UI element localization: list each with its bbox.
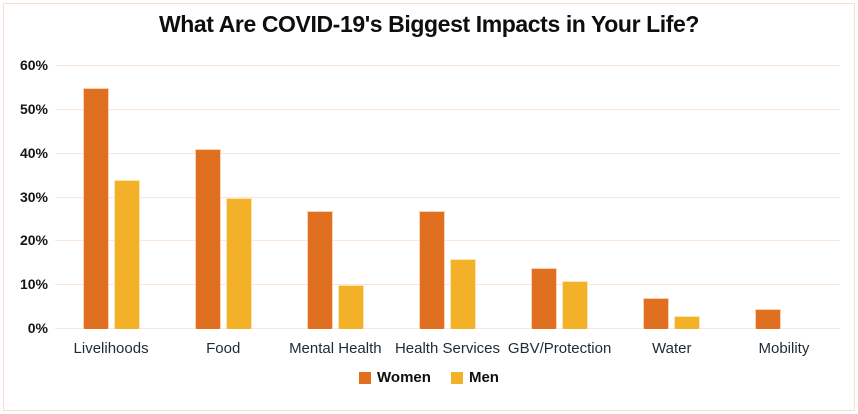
bar-group-mobility: Mobility xyxy=(728,66,840,357)
bar-women-water xyxy=(643,298,670,329)
y-tick-label: 10% xyxy=(19,276,48,293)
y-tick-label: 30% xyxy=(19,188,48,205)
category-label: Mobility xyxy=(758,340,810,357)
plot-area: Livelihoods Food Mental Health Health Servi… xyxy=(55,65,840,357)
y-axis-tick-labels: 0% 10% 20% 30% 40% 50% 60% xyxy=(8,58,48,335)
bar-women-food xyxy=(194,149,221,329)
legend: Women Men xyxy=(0,369,858,386)
bar-women-livelihoods xyxy=(82,87,109,329)
bar-men-health-services xyxy=(449,258,476,329)
bar-men-gbv-protection xyxy=(562,280,589,329)
gridline-0 xyxy=(55,328,840,329)
legend-label: Women xyxy=(377,369,431,386)
bar-men-water xyxy=(674,315,701,329)
y-tick-label: 60% xyxy=(19,57,48,73)
bar-women-gbv-protection xyxy=(531,267,558,329)
y-tick-label: 50% xyxy=(19,100,48,117)
y-tick-label: 20% xyxy=(19,232,48,249)
gridline-60 xyxy=(55,65,840,66)
bar-group-food: Food xyxy=(167,66,279,357)
y-tick-label: 0% xyxy=(27,320,48,336)
gridline-20 xyxy=(55,240,840,242)
bar-women-health-services xyxy=(418,210,445,329)
bar-group-health-services: Health Services xyxy=(391,66,503,357)
category-label: Livelihoods xyxy=(73,340,149,357)
chart-title: What Are COVID-19's Biggest Impacts in Y… xyxy=(158,11,700,37)
legend-swatch-men xyxy=(450,371,463,384)
category-label: Mental Health xyxy=(289,340,382,357)
bar-group-livelihoods: Livelihoods xyxy=(55,66,167,357)
bar-men-livelihoods xyxy=(113,179,140,329)
legend-label: Men xyxy=(468,369,499,386)
bar-groups: Livelihoods Food Mental Health Health Servi… xyxy=(55,66,840,357)
bar-men-mental-health xyxy=(337,285,364,329)
legend-item-women: Women xyxy=(359,369,431,386)
gridline-50 xyxy=(55,108,840,110)
category-label: Health Services xyxy=(394,340,501,357)
gridline-40 xyxy=(55,152,840,154)
category-label: Food xyxy=(206,340,241,357)
category-label: GBV/Protection xyxy=(507,340,612,357)
bar-group-gbv-protection: GBV/Protection xyxy=(504,66,616,357)
category-label: Water xyxy=(652,340,692,357)
bar-women-mental-health xyxy=(306,210,333,329)
gridline-10 xyxy=(55,284,840,286)
bar-group-water: Water xyxy=(616,66,728,357)
bar-men-food xyxy=(225,197,252,329)
bar-women-mobility xyxy=(755,309,782,329)
bar-group-mental-health: Mental Health xyxy=(279,66,391,357)
legend-item-men: Men xyxy=(450,369,499,386)
y-tick-label: 40% xyxy=(19,144,48,161)
legend-swatch-women xyxy=(359,371,372,384)
gridline-30 xyxy=(55,196,840,198)
